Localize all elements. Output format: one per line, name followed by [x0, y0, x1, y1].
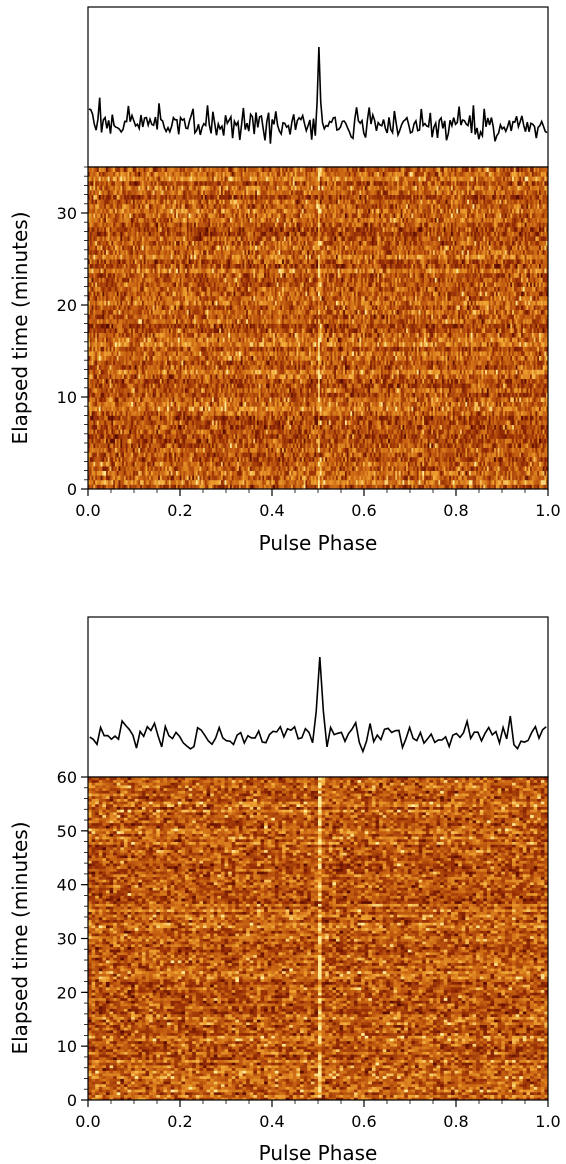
heatmap-top — [88, 167, 548, 489]
